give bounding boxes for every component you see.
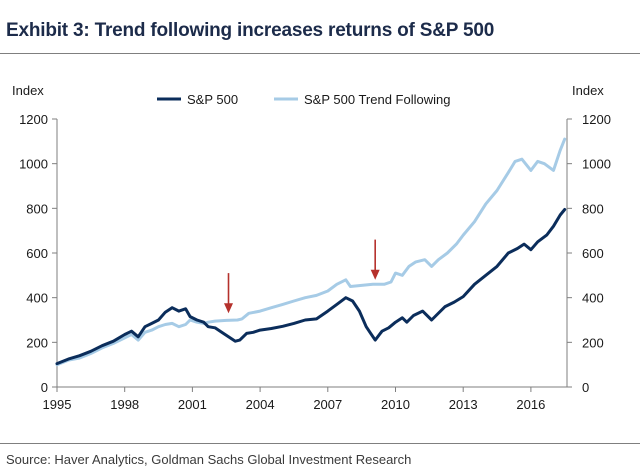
y-tick-label-left: 0 bbox=[41, 380, 48, 395]
bottom-rule bbox=[0, 443, 640, 444]
y-tick-label-right: 400 bbox=[582, 291, 604, 306]
y-tick-label-left: 800 bbox=[26, 201, 48, 216]
legend-label-trend-following: S&P 500 Trend Following bbox=[304, 92, 450, 107]
annotation-arrow-head bbox=[224, 303, 234, 314]
y-tick-label-left: 600 bbox=[26, 246, 48, 261]
legend: S&P 500 S&P 500 Trend Following bbox=[157, 92, 450, 107]
y-tick-label-right: 800 bbox=[582, 201, 604, 216]
x-tick-label: 2007 bbox=[313, 397, 342, 412]
x-tick-label: 2013 bbox=[449, 397, 478, 412]
y-tick-label-left: 400 bbox=[26, 291, 48, 306]
axes: 0 0 200 200 400 400 600 600 800 800 1000 1000 1200 12… bbox=[12, 83, 611, 412]
y-tick-label-left: 1200 bbox=[19, 112, 48, 127]
series-layer bbox=[55, 137, 567, 367]
x-tick-label: 1998 bbox=[110, 397, 139, 412]
y-axis-title-right: Index bbox=[572, 83, 604, 98]
y-tick-label-left: 1000 bbox=[19, 157, 48, 172]
annotations-layer bbox=[224, 239, 380, 314]
y-tick-label-left: 200 bbox=[26, 335, 48, 350]
x-tick-label: 2004 bbox=[246, 397, 275, 412]
annotation-arrow-head bbox=[370, 269, 380, 280]
legend-label-sp500: S&P 500 bbox=[187, 92, 238, 107]
y-tick-label-right: 600 bbox=[582, 246, 604, 261]
y-tick-label-right: 0 bbox=[582, 380, 589, 395]
x-tick-label: 2010 bbox=[381, 397, 410, 412]
x-tick-label: 1995 bbox=[43, 397, 72, 412]
y-tick-label-right: 1000 bbox=[582, 157, 611, 172]
top-rule bbox=[0, 53, 640, 54]
series-line-trend-following bbox=[55, 137, 567, 367]
x-tick-label: 2001 bbox=[178, 397, 207, 412]
y-tick-label-right: 1200 bbox=[582, 112, 611, 127]
x-tick-label: 2016 bbox=[516, 397, 545, 412]
y-tick-label-right: 200 bbox=[582, 335, 604, 350]
y-axis-title-left: Index bbox=[12, 83, 44, 98]
source-note: Source: Haver Analytics, Goldman Sachs G… bbox=[6, 452, 412, 467]
series-line-sp500 bbox=[55, 208, 567, 366]
chart-title: Exhibit 3: Trend following increases ret… bbox=[6, 20, 495, 41]
